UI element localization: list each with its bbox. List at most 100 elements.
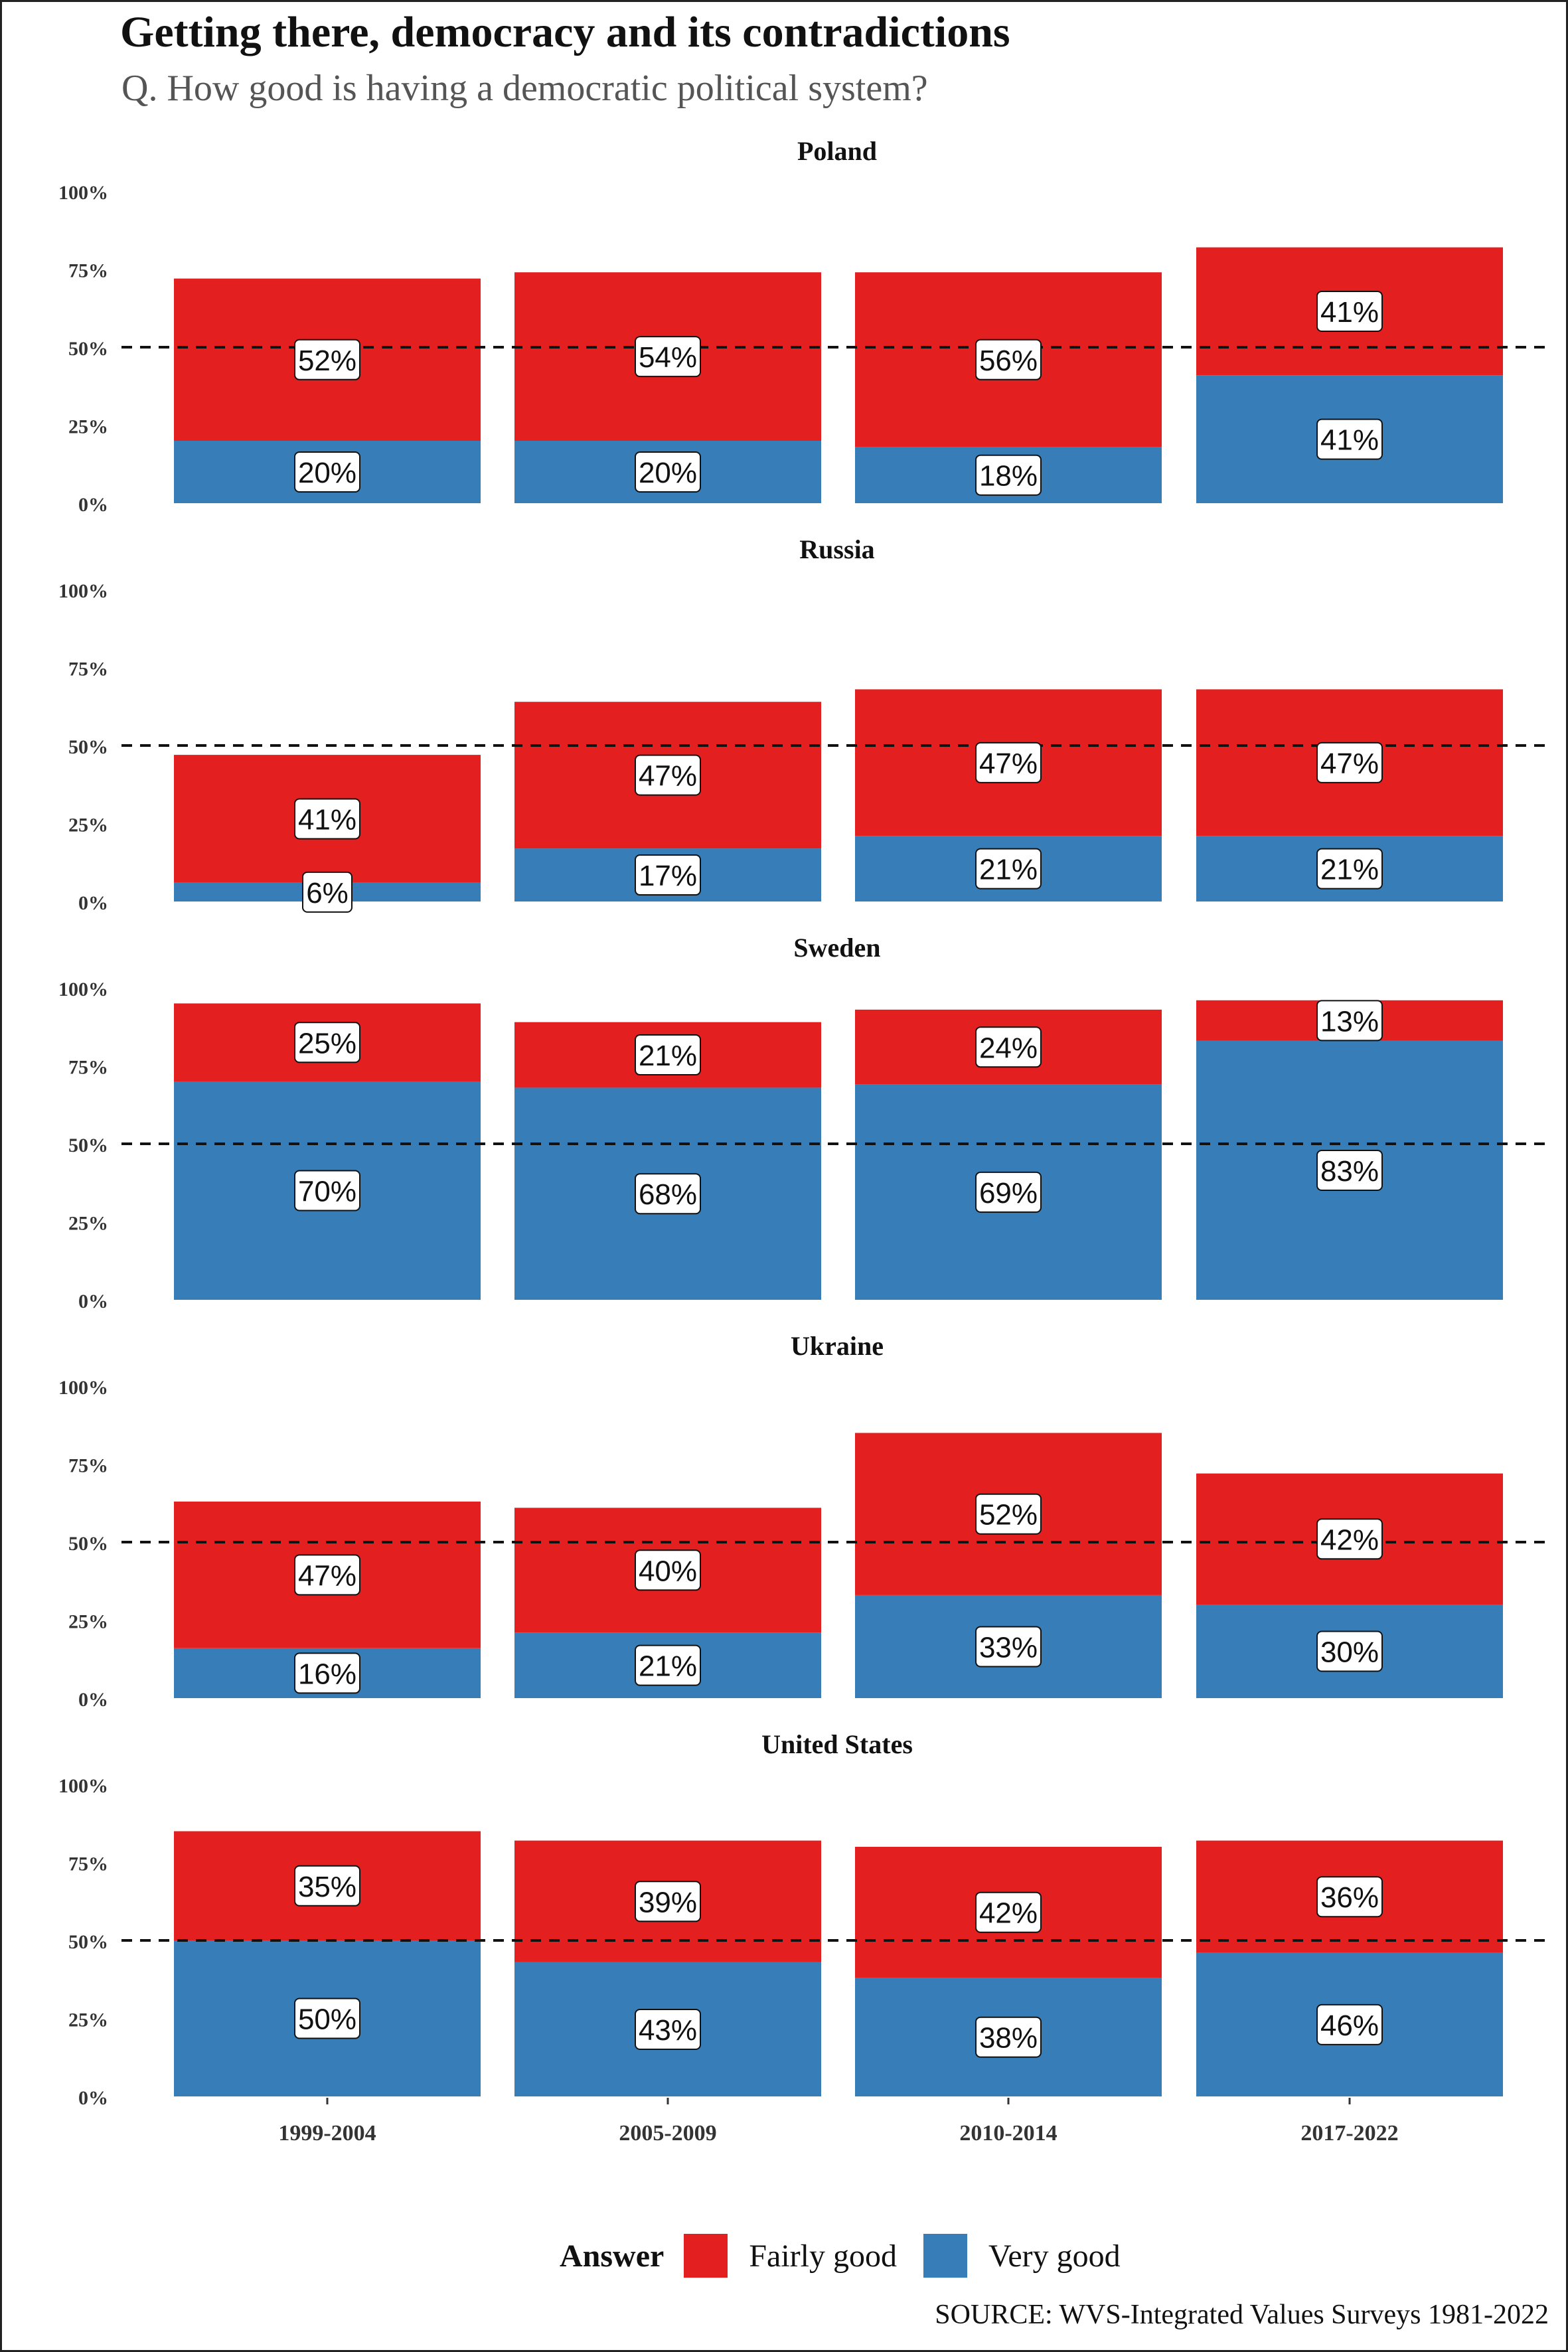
x-tick-label: 2017-2022 [1300,2121,1398,2146]
data-label-very-good-box [975,848,1042,890]
x-tick-label: 1999-2004 [278,2121,376,2146]
data-label-very-good: 46% [1320,2009,1379,2042]
data-label-very-good-box [975,1626,1042,1668]
data-label-very-good-box [635,1173,701,1215]
data-label-fairly-good-box [1316,1518,1383,1560]
facet-title-ukraine: Ukraine [791,1331,884,1361]
data-label-very-good-box [294,1170,360,1212]
data-label-very-good-box [294,451,360,493]
data-label-very-good-box [635,854,701,896]
y-tick-label: 100% [58,1377,108,1399]
y-tick-label: 25% [68,2009,108,2031]
data-label-fairly-good: 42% [1320,1524,1379,1556]
data-label-very-good-box [635,1644,701,1686]
data-label-very-good-box [1316,2003,1383,2045]
data-label-fairly-good: 24% [979,1032,1038,1064]
data-label-very-good-box [294,1652,360,1694]
data-label-very-good: 83% [1320,1155,1379,1188]
data-label-very-good: 69% [979,1177,1038,1210]
data-label-very-good-box [1316,1149,1383,1191]
data-label-very-good: 33% [979,1631,1038,1664]
y-tick-label: 100% [58,1775,108,1797]
data-label-very-good-box [302,871,353,913]
data-label-very-good-box [635,451,701,493]
y-tick-label: 50% [68,1533,108,1555]
legend-label-fairly-good: Fairly good [749,2238,897,2274]
data-label-fairly-good-box [975,1026,1042,1068]
data-label-fairly-good-box [294,339,360,380]
y-tick-label: 75% [68,1853,108,1875]
chart-title: Getting there, democracy and its contrad… [120,8,1010,56]
data-label-very-good-box [1316,848,1383,890]
y-tick-label: 75% [68,659,108,680]
data-label-fairly-good: 35% [298,1871,356,1903]
data-label-fairly-good: 42% [979,1897,1038,1930]
data-label-fairly-good: 40% [639,1555,697,1587]
data-label-fairly-good: 56% [979,345,1038,377]
data-label-fairly-good-box [975,742,1042,783]
data-label-fairly-good-box [294,1022,360,1063]
legend-key-fairly-good [684,2234,728,2278]
data-label-fairly-good-box [1316,290,1383,332]
x-tick-label: 2010-2014 [959,2121,1057,2146]
data-label-fairly-good: 47% [1320,747,1379,780]
data-label-very-good: 18% [979,460,1038,493]
facet-title-united-states: United States [761,1729,913,1759]
y-tick-label: 25% [68,1611,108,1633]
data-label-fairly-good-box [635,1549,701,1591]
y-tick-label: 25% [68,1213,108,1235]
data-label-fairly-good: 39% [639,1886,697,1919]
data-label-very-good: 21% [639,1650,697,1683]
data-label-very-good-box [975,454,1042,496]
data-label-fairly-good: 21% [639,1040,697,1072]
data-label-fairly-good-box [635,1881,701,1922]
y-tick-label: 0% [78,1291,108,1312]
facet-title-sweden: Sweden [793,933,880,963]
data-label-very-good-box [975,1171,1042,1213]
data-label-fairly-good: 13% [1320,1005,1379,1038]
y-tick-label: 100% [58,182,108,204]
y-tick-label: 75% [68,1057,108,1079]
data-label-fairly-good: 47% [979,747,1038,780]
data-label-fairly-good-box [635,336,701,378]
y-tick-label: 75% [68,1455,108,1477]
y-tick-label: 50% [68,338,108,360]
data-label-fairly-good-box [294,1865,360,1907]
y-tick-label: 50% [68,1931,108,1953]
y-tick-label: 0% [78,2087,108,2109]
y-tick-label: 50% [68,1135,108,1156]
facet-title-russia: Russia [799,534,874,564]
source-note: SOURCE: WVS-Integrated Values Surveys 19… [935,2300,1549,2330]
y-tick-label: 25% [68,416,108,438]
data-label-very-good: 43% [639,2014,697,2047]
data-label-fairly-good: 54% [639,341,697,374]
data-label-fairly-good-box [635,1034,701,1076]
data-label-fairly-good-box [1316,742,1383,783]
data-label-fairly-good-box [975,1891,1042,1933]
y-tick-label: 75% [68,260,108,282]
data-label-very-good: 50% [298,2003,356,2036]
data-label-very-good-box [294,1998,360,2039]
data-label-very-good: 16% [298,1658,356,1690]
data-label-fairly-good: 41% [298,803,356,836]
data-label-very-good-box [1316,418,1383,460]
data-label-fairly-good-box [294,798,360,840]
data-label-very-good: 38% [979,2022,1038,2055]
data-label-fairly-good: 25% [298,1027,356,1059]
data-label-very-good: 20% [298,457,356,489]
data-label-fairly-good-box [294,1554,360,1596]
chart-subtitle: Q. How good is having a democratic polit… [121,68,928,109]
data-label-fairly-good: 36% [1320,1881,1379,1914]
data-label-very-good: 17% [639,860,697,892]
data-label-very-good-box [975,2016,1042,2058]
legend: Answer Fairly good Very good [560,2234,1147,2278]
legend-key-very-good [923,2234,967,2278]
data-label-fairly-good: 52% [298,345,356,377]
y-tick-label: 100% [58,979,108,1000]
data-label-very-good: 68% [639,1178,697,1211]
data-label-fairly-good: 47% [298,1559,356,1592]
y-tick-label: 100% [58,580,108,602]
x-tick-label: 2005-2009 [619,2121,716,2146]
